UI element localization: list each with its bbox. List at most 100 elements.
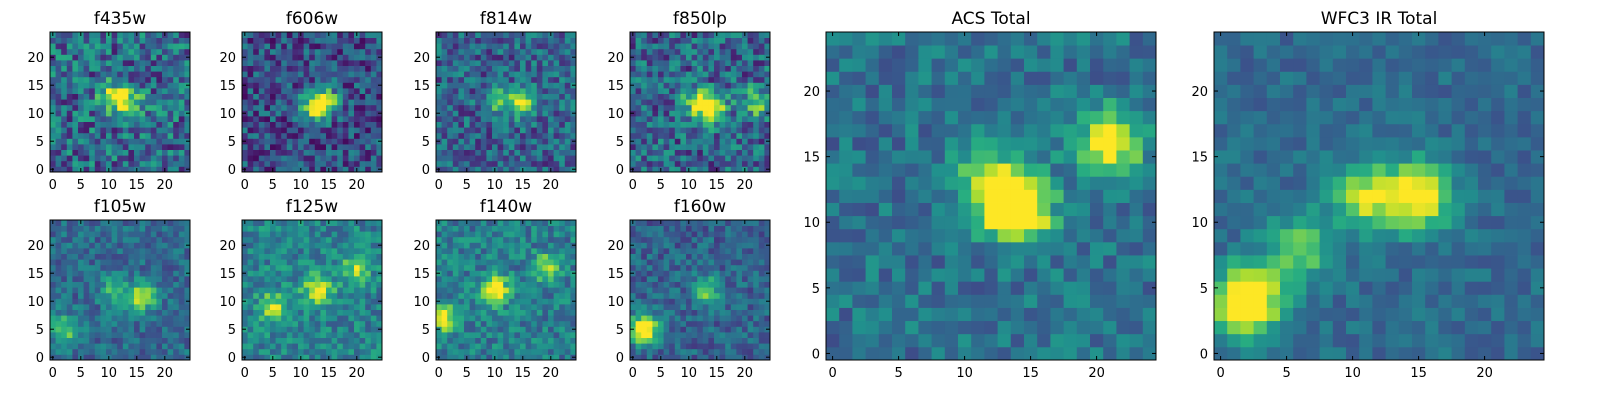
heatmap-cell bbox=[503, 287, 510, 294]
heatmap-cell bbox=[281, 242, 288, 249]
heatmap-cell bbox=[742, 127, 748, 134]
heatmap-cell bbox=[559, 270, 566, 277]
heatmap-cell bbox=[652, 166, 659, 173]
heatmap-cell bbox=[553, 242, 560, 249]
heatmap-cell bbox=[447, 220, 454, 226]
heatmap-cell bbox=[531, 231, 538, 238]
heatmap-cell bbox=[337, 264, 344, 271]
heatmap-cell bbox=[326, 242, 332, 249]
heatmap-cell bbox=[156, 116, 163, 122]
heatmap-cell bbox=[72, 225, 79, 232]
heatmap-cell bbox=[559, 138, 566, 145]
heatmap-cell bbox=[72, 116, 79, 122]
heatmap-cell bbox=[542, 132, 549, 139]
heatmap-cell bbox=[652, 127, 659, 134]
heatmap-cell bbox=[303, 259, 310, 266]
heatmap-cell bbox=[314, 93, 321, 100]
heatmap-cell bbox=[508, 121, 515, 128]
heatmap-cell bbox=[370, 264, 377, 271]
heatmap-cell bbox=[646, 104, 653, 111]
heatmap-cell bbox=[270, 138, 276, 145]
heatmap-cell bbox=[725, 60, 732, 66]
heatmap-cell bbox=[553, 144, 560, 150]
heatmap-cell bbox=[354, 259, 360, 266]
heatmap-cell bbox=[719, 60, 726, 66]
heatmap-cell bbox=[376, 292, 383, 299]
heatmap-cell bbox=[106, 343, 112, 350]
heatmap-cell bbox=[674, 315, 681, 322]
heatmap-cell bbox=[292, 93, 299, 100]
heatmap-cell bbox=[458, 138, 465, 145]
heatmap-cell bbox=[242, 37, 248, 44]
heatmap-cell bbox=[702, 166, 709, 173]
heatmap-cell bbox=[145, 116, 152, 122]
heatmap-cell bbox=[725, 276, 732, 282]
heatmap-cell bbox=[742, 99, 748, 106]
heatmap-cell bbox=[331, 104, 338, 111]
heatmap-cell bbox=[553, 298, 560, 305]
heatmap-cell bbox=[72, 121, 79, 128]
heatmap-cell bbox=[286, 121, 293, 128]
heatmap-cell bbox=[542, 110, 549, 117]
heatmap-cell bbox=[303, 236, 310, 243]
heatmap-cell bbox=[359, 309, 366, 316]
heatmap-cell bbox=[156, 309, 163, 316]
heatmap-cell bbox=[719, 43, 726, 50]
heatmap-cell bbox=[331, 225, 338, 232]
heatmap-cell bbox=[458, 93, 465, 100]
heatmap-cell bbox=[173, 326, 180, 333]
heatmap-cell bbox=[122, 326, 129, 333]
heatmap-cell bbox=[492, 248, 498, 254]
heatmap-cell bbox=[309, 121, 316, 128]
heatmap-cell bbox=[331, 48, 338, 55]
heatmap-cell bbox=[497, 37, 504, 44]
heatmap-cell bbox=[337, 65, 344, 72]
heatmap-cell bbox=[652, 132, 659, 139]
heatmap-cell bbox=[258, 292, 265, 299]
heatmap-cell bbox=[559, 309, 566, 316]
heatmap-cell bbox=[100, 225, 107, 232]
heatmap-cell bbox=[242, 236, 248, 243]
heatmap-cell bbox=[452, 225, 459, 232]
heatmap-cell bbox=[458, 259, 465, 266]
heatmap-cell bbox=[247, 60, 254, 66]
heatmap-cell bbox=[348, 332, 355, 338]
heatmap-cell bbox=[730, 292, 737, 299]
heatmap-cell bbox=[469, 82, 476, 89]
heatmap-cell bbox=[458, 160, 465, 167]
heatmap-cell bbox=[508, 76, 515, 83]
heatmap-cell bbox=[156, 276, 163, 282]
heatmap-cell bbox=[520, 270, 526, 277]
heatmap-cell bbox=[730, 99, 737, 106]
heatmap-cell bbox=[691, 116, 698, 122]
heatmap-cell bbox=[458, 287, 465, 294]
heatmap-cell bbox=[134, 253, 140, 260]
heatmap-cell bbox=[89, 253, 96, 260]
heatmap-cell bbox=[680, 43, 687, 50]
heatmap-cell bbox=[253, 253, 260, 260]
heatmap-cell bbox=[61, 292, 68, 299]
heatmap-cell bbox=[326, 276, 332, 282]
heatmap-cell bbox=[275, 82, 282, 89]
heatmap-cell bbox=[542, 48, 549, 55]
heatmap-cell bbox=[469, 132, 476, 139]
heatmap-cell bbox=[342, 99, 349, 106]
heatmap-cell bbox=[508, 292, 515, 299]
heatmap-cell bbox=[100, 242, 107, 249]
heatmap-cell bbox=[736, 116, 743, 122]
heatmap-cell bbox=[753, 326, 760, 333]
heatmap-cell bbox=[376, 71, 383, 78]
heatmap-cell bbox=[348, 116, 355, 122]
x-tick-label: 15 bbox=[515, 178, 532, 193]
heatmap-cell bbox=[758, 37, 765, 44]
heatmap-cell bbox=[89, 236, 96, 243]
heatmap-cell bbox=[55, 48, 62, 55]
heatmap-cell bbox=[83, 99, 90, 106]
heatmap-cell bbox=[376, 144, 383, 150]
heatmap-cell bbox=[354, 99, 360, 106]
heatmap-cell bbox=[275, 242, 282, 249]
heatmap-cell bbox=[730, 326, 737, 333]
heatmap-cell bbox=[89, 37, 96, 44]
heatmap-cell bbox=[458, 253, 465, 260]
heatmap-cell bbox=[128, 264, 135, 271]
